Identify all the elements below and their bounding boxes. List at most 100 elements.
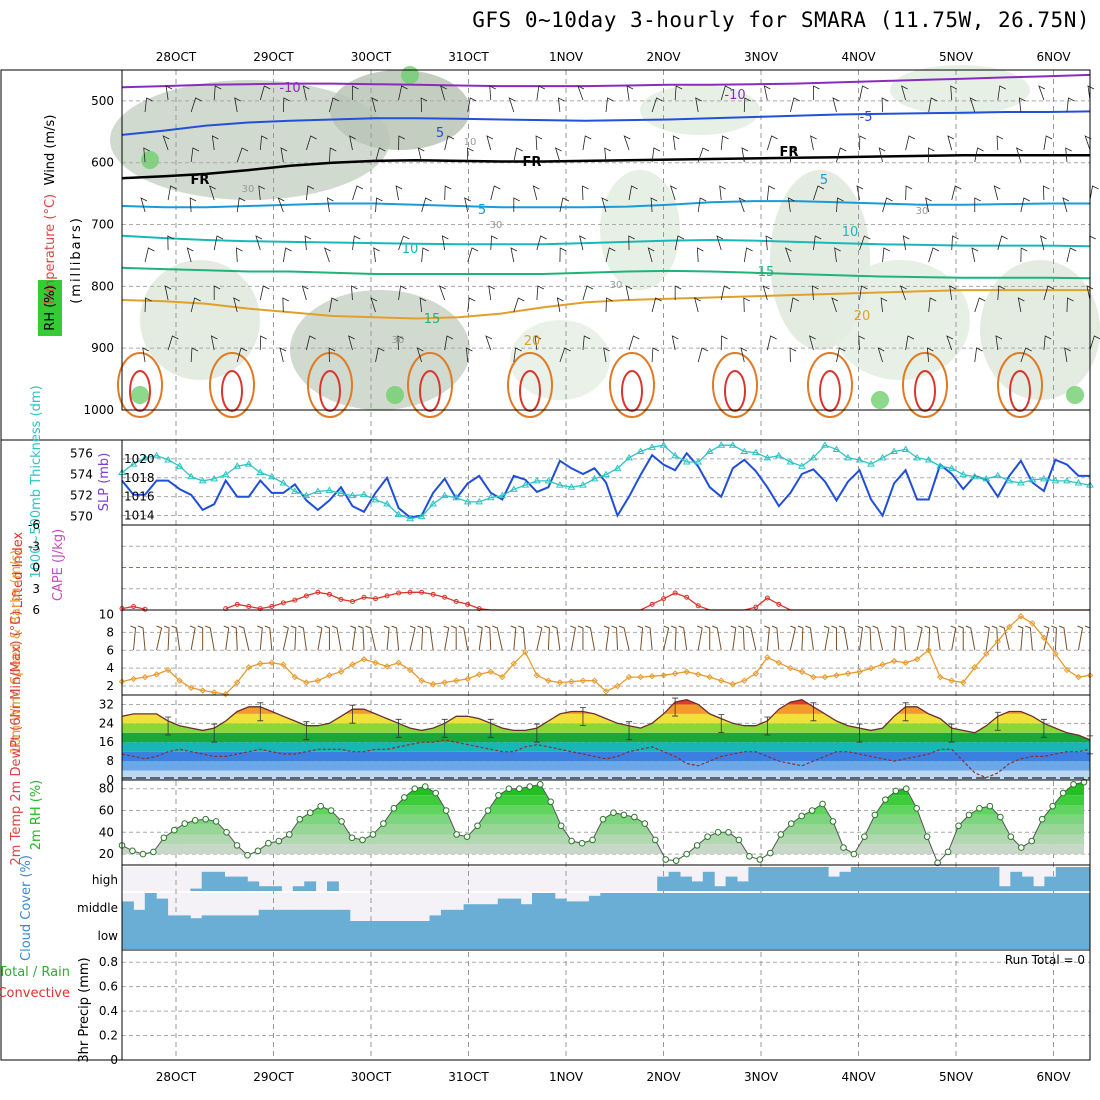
cloud-cell bbox=[782, 921, 795, 949]
cloud-row-label: high bbox=[92, 873, 118, 887]
cloud-cell bbox=[224, 876, 237, 891]
wind-barb bbox=[974, 147, 984, 163]
wind-barb bbox=[420, 97, 428, 113]
cloud-cell bbox=[1055, 893, 1068, 921]
isotherm-30-contour bbox=[724, 370, 746, 412]
cloud-cell bbox=[292, 886, 305, 891]
wind-barb-10m bbox=[510, 625, 517, 651]
cloud-cell bbox=[122, 921, 134, 949]
thickness-point bbox=[901, 445, 910, 452]
li-point bbox=[649, 601, 655, 607]
panel-frame bbox=[121, 949, 1091, 1061]
wind-barb bbox=[811, 285, 819, 301]
wind-speed-point bbox=[913, 656, 921, 663]
cloud-cell bbox=[327, 921, 339, 949]
temp-minmax-bar bbox=[902, 702, 909, 722]
date-label-bottom: 3NOV bbox=[744, 1070, 779, 1084]
thickness-point bbox=[740, 447, 749, 455]
cloud-cell bbox=[1078, 893, 1091, 921]
rh-point bbox=[787, 820, 795, 827]
wind-speed-point bbox=[291, 673, 299, 681]
wind-speed-point bbox=[222, 690, 229, 698]
wind-barb bbox=[1066, 97, 1075, 113]
wind-barb bbox=[1020, 247, 1028, 263]
temp-line bbox=[121, 699, 1091, 741]
rh-point bbox=[265, 839, 272, 847]
temp-minmax-bar bbox=[165, 716, 172, 736]
wind-barb bbox=[444, 135, 455, 151]
thickness-point bbox=[648, 443, 656, 450]
wind-barb-10m bbox=[137, 625, 146, 651]
cloud-cell bbox=[543, 921, 556, 949]
thickness-point bbox=[694, 458, 703, 465]
thickness-point bbox=[659, 441, 668, 448]
rh-point bbox=[526, 783, 534, 790]
thickness-point bbox=[256, 468, 265, 476]
wind-barb bbox=[813, 185, 825, 201]
wind-barb bbox=[419, 297, 427, 313]
thickness-point bbox=[763, 453, 772, 461]
rh-point bbox=[516, 785, 523, 793]
wind-barb-10m bbox=[890, 625, 897, 651]
wind-barb bbox=[695, 97, 702, 113]
wind-barb bbox=[1018, 97, 1026, 113]
upper-frame bbox=[0, 69, 1091, 441]
rh-point bbox=[348, 834, 356, 842]
cloud-row-label: low bbox=[98, 929, 119, 943]
wind-barb-10m bbox=[872, 625, 884, 651]
wind-speed-point bbox=[994, 638, 1002, 645]
wind-barb-10m bbox=[1077, 625, 1084, 651]
wind-barb bbox=[813, 85, 820, 100]
wind-barb bbox=[743, 97, 751, 113]
cloud-cell bbox=[793, 867, 806, 891]
isotherm-line bbox=[121, 266, 1091, 280]
thickness-point bbox=[567, 483, 576, 490]
rh-tick: 40 bbox=[99, 825, 114, 839]
wind-barb-10m bbox=[603, 625, 610, 651]
rh-legend-swatch bbox=[38, 280, 62, 336]
wind-barb bbox=[579, 235, 586, 251]
wind-barb bbox=[604, 147, 611, 163]
rh-point bbox=[223, 829, 230, 836]
cloud-cell bbox=[702, 871, 715, 891]
wind-speed-point bbox=[856, 668, 863, 675]
temperature-band bbox=[122, 723, 1090, 733]
cloud-cell bbox=[327, 909, 339, 921]
wind-speed-point bbox=[729, 681, 736, 688]
wind-speed-point bbox=[764, 654, 771, 661]
rh-point bbox=[620, 811, 628, 819]
wind-barb bbox=[1038, 85, 1046, 101]
temperature-band bbox=[122, 732, 1090, 743]
rh-point bbox=[913, 805, 920, 812]
cloud-cell bbox=[668, 893, 681, 921]
cloud-cell bbox=[702, 921, 715, 949]
li-tick: 6 bbox=[32, 603, 40, 617]
wind-barb bbox=[513, 197, 520, 212]
wind-barb-10m bbox=[316, 625, 323, 651]
isotherm-label: 10 bbox=[842, 225, 859, 240]
isotherm-30-contour bbox=[621, 370, 643, 412]
cloud-cell bbox=[292, 921, 305, 949]
wind-barb-10m bbox=[1017, 625, 1024, 651]
cloud-cell bbox=[213, 871, 225, 891]
wind-barb bbox=[1043, 285, 1055, 301]
wind-barb bbox=[605, 297, 613, 313]
rh-point bbox=[819, 800, 826, 808]
cloud-cell bbox=[828, 876, 840, 891]
cloud-cell bbox=[167, 915, 180, 921]
cloud-cell bbox=[1010, 921, 1023, 949]
wind-speed-point bbox=[303, 679, 310, 686]
wind-barb-10m bbox=[282, 625, 289, 651]
cloud-cell bbox=[1033, 921, 1045, 949]
date-label-bottom: 5NOV bbox=[939, 1070, 974, 1084]
cloud-cell bbox=[190, 921, 203, 949]
wind-barb bbox=[720, 135, 729, 151]
cloud-cell bbox=[133, 909, 146, 921]
thickness-point bbox=[129, 460, 138, 467]
cloud-cell bbox=[395, 921, 408, 949]
wind-barb-10m bbox=[958, 625, 964, 650]
temperature-band bbox=[122, 761, 1090, 771]
wind-barb bbox=[902, 235, 910, 251]
cloud-cell bbox=[805, 867, 818, 891]
temp-tick: 0 bbox=[106, 773, 114, 787]
